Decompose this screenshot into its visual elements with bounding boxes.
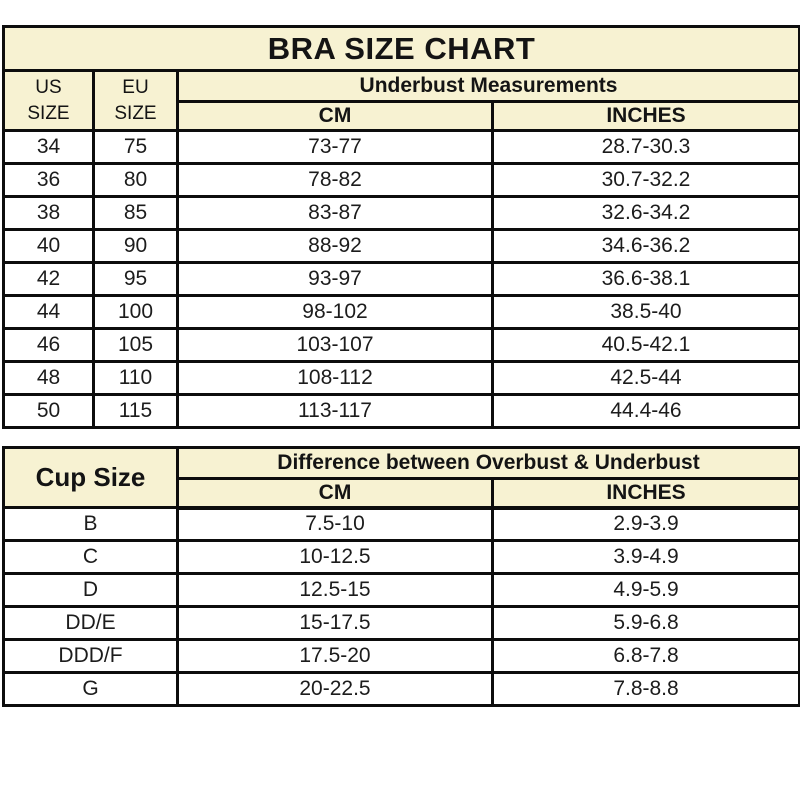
cup-cell: C — [2, 539, 179, 575]
cm-cell: 83-87 — [176, 195, 494, 231]
cup-size-table-body: B 7.5-10 2.9-3.9 C 10-12.5 3.9-4.9 D 12.5-15 4.9… — [2, 506, 800, 707]
us-cell: 42 — [2, 261, 95, 297]
cm-cell: 113-117 — [176, 393, 494, 429]
table-row: 38 85 83-87 32.6-34.2 — [2, 195, 800, 231]
table-row: DD/E 15-17.5 5.9-6.8 — [2, 605, 800, 641]
cm-cell: 78-82 — [176, 162, 494, 198]
column-group-overbust-difference: Difference between Overbust & Underbust — [175, 446, 800, 480]
cm-cell: 93-97 — [176, 261, 494, 297]
band-size-table: BRA SIZE CHART US SIZE EU SIZE Underbust… — [2, 25, 800, 429]
cm-cell: 10-12.5 — [176, 539, 494, 575]
band-size-table-header: BRA SIZE CHART US SIZE EU SIZE Underbust… — [2, 25, 800, 132]
cup-size-table-header: Cup Size Difference between Overbust & U… — [2, 446, 800, 510]
column-header-inches: INCHES — [490, 477, 800, 510]
table-row: 40 90 88-92 34.6-36.2 — [2, 228, 800, 264]
table-row: B 7.5-10 2.9-3.9 — [2, 506, 800, 542]
inches-cell: 38.5-40 — [491, 294, 800, 330]
inches-cell: 3.9-4.9 — [490, 539, 800, 575]
cup-cell: DD/E — [2, 605, 179, 641]
inches-cell: 34.6-36.2 — [491, 228, 800, 264]
table-row: C 10-12.5 3.9-4.9 — [2, 539, 800, 575]
table-row: D 12.5-15 4.9-5.9 — [2, 572, 800, 608]
eu-cell: 85 — [92, 195, 179, 231]
inches-cell: 6.8-7.8 — [490, 638, 800, 674]
us-cell: 48 — [2, 360, 95, 396]
inches-cell: 28.7-30.3 — [491, 129, 800, 165]
column-header-cup-size: Cup Size — [2, 446, 179, 509]
sub-header-row: CM INCHES — [4, 100, 800, 132]
inches-cell: 40.5-42.1 — [491, 327, 800, 363]
us-cell: 44 — [2, 294, 95, 330]
cup-cell: D — [2, 572, 179, 608]
inches-cell: 4.9-5.9 — [490, 572, 800, 608]
column-header-us-size: US SIZE — [2, 69, 95, 132]
eu-cell: 115 — [92, 393, 179, 429]
cm-cell: 108-112 — [176, 360, 494, 396]
inches-cell: 5.9-6.8 — [490, 605, 800, 641]
table-row: G 20-22.5 7.8-8.8 — [2, 671, 800, 707]
inches-cell: 36.6-38.1 — [491, 261, 800, 297]
inches-cell: 7.8-8.8 — [490, 671, 800, 707]
us-cell: 50 — [2, 393, 95, 429]
cm-cell: 15-17.5 — [176, 605, 494, 641]
table-row: 48 110 108-112 42.5-44 — [2, 360, 800, 396]
cm-cell: 20-22.5 — [176, 671, 494, 707]
inches-cell: 42.5-44 — [491, 360, 800, 396]
inches-cell: 32.6-34.2 — [491, 195, 800, 231]
cm-cell: 12.5-15 — [176, 572, 494, 608]
table-row: 44 100 98-102 38.5-40 — [2, 294, 800, 330]
cup-cell: DDD/F — [2, 638, 179, 674]
us-cell: 34 — [2, 129, 95, 165]
inches-cell: 44.4-46 — [491, 393, 800, 429]
eu-cell: 110 — [92, 360, 179, 396]
page-title: BRA SIZE CHART — [2, 25, 800, 72]
table-row: 50 115 113-117 44.4-46 — [2, 393, 800, 429]
us-cell: 36 — [2, 162, 95, 198]
group-header-row: US SIZE EU SIZE Underbust Measurements — [2, 69, 800, 132]
cm-cell: 73-77 — [176, 129, 494, 165]
cm-cell: 103-107 — [176, 327, 494, 363]
cm-cell: 98-102 — [176, 294, 494, 330]
cup-cell: G — [2, 671, 179, 707]
cup-size-table: Cup Size Difference between Overbust & U… — [2, 446, 800, 707]
cm-cell: 7.5-10 — [176, 506, 494, 542]
group-header-row: Cup Size Difference between Overbust & U… — [2, 446, 800, 509]
column-header-inches: INCHES — [491, 100, 800, 132]
table-row: 42 95 93-97 36.6-38.1 — [2, 261, 800, 297]
eu-cell: 105 — [92, 327, 179, 363]
us-cell: 38 — [2, 195, 95, 231]
us-cell: 46 — [2, 327, 95, 363]
table-row: DDD/F 17.5-20 6.8-7.8 — [2, 638, 800, 674]
cm-cell: 88-92 — [176, 228, 494, 264]
eu-cell: 75 — [92, 129, 179, 165]
column-header-cm: CM — [176, 100, 494, 132]
cm-cell: 17.5-20 — [176, 638, 494, 674]
eu-cell: 80 — [92, 162, 179, 198]
inches-cell: 2.9-3.9 — [490, 506, 800, 542]
eu-cell: 95 — [92, 261, 179, 297]
sub-header-row: CM INCHES — [4, 477, 800, 510]
column-header-eu-size: EU SIZE — [92, 69, 179, 132]
us-cell: 40 — [2, 228, 95, 264]
table-row: 36 80 78-82 30.7-32.2 — [2, 162, 800, 198]
column-header-cm: CM — [176, 477, 494, 510]
title-row: BRA SIZE CHART — [2, 25, 800, 72]
band-size-table-body: 34 75 73-77 28.7-30.3 36 80 78-82 30.7-32.2 38 85… — [2, 129, 800, 429]
cup-cell: B — [2, 506, 179, 542]
eu-cell: 100 — [92, 294, 179, 330]
inches-cell: 30.7-32.2 — [491, 162, 800, 198]
table-row: 46 105 103-107 40.5-42.1 — [2, 327, 800, 363]
column-group-underbust-measurements: Underbust Measurements — [176, 69, 800, 103]
eu-cell: 90 — [92, 228, 179, 264]
table-row: 34 75 73-77 28.7-30.3 — [2, 129, 800, 165]
